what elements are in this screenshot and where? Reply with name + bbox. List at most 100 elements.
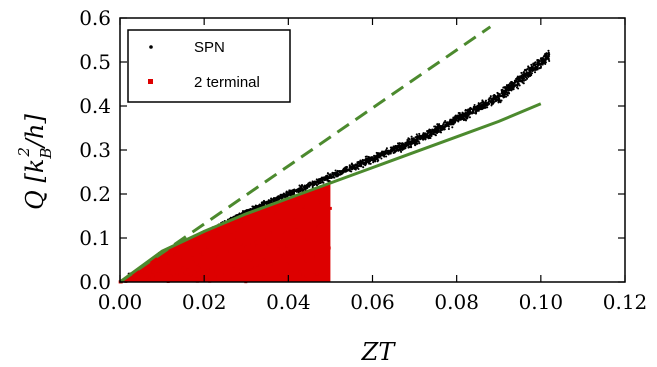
spn-point (515, 77, 518, 80)
spn-point (439, 129, 442, 132)
spn-point (407, 142, 410, 146)
spn-point (447, 127, 450, 131)
spn-point (300, 184, 303, 187)
two-terminal-point (291, 233, 295, 236)
spn-point (456, 116, 459, 119)
two-terminal-point (274, 212, 278, 216)
two-terminal-point (281, 230, 285, 234)
two-terminal-point (216, 275, 220, 278)
spn-point (420, 137, 423, 140)
spn-point (385, 155, 388, 158)
spn-point (377, 159, 380, 162)
two-terminal-point (262, 258, 266, 262)
spn-point (306, 186, 309, 189)
spn-point (497, 99, 500, 102)
spn-point (486, 106, 489, 109)
spn-point (486, 103, 490, 106)
two-terminal-point (165, 257, 169, 261)
two-terminal-point (206, 278, 210, 282)
two-terminal-point (206, 245, 210, 249)
two-terminal-point (308, 195, 312, 199)
spn-point (427, 130, 430, 133)
spn-point (456, 119, 459, 122)
spn-point (441, 124, 444, 127)
two-terminal-point (198, 250, 202, 254)
two-terminal-point (167, 261, 171, 265)
spn-point (509, 85, 512, 89)
spn-point (454, 120, 457, 123)
spn-point (434, 127, 438, 130)
spn-point (459, 115, 462, 118)
x-tick-label: 0.00 (98, 290, 143, 314)
spn-point (487, 101, 490, 105)
spn-point (496, 96, 499, 99)
legend-box (127, 29, 291, 103)
two-terminal-point (250, 242, 254, 246)
y-axis-title-tail: /h] (21, 114, 49, 150)
spn-point (544, 60, 547, 63)
spn-point (378, 154, 381, 157)
spn-point (348, 166, 351, 169)
two-terminal-point (318, 198, 322, 202)
spn-point (515, 86, 518, 89)
spn-point (261, 201, 264, 204)
two-terminal-point (269, 262, 273, 266)
spn-point (544, 54, 547, 57)
spn-point (298, 184, 301, 187)
spn-point (424, 136, 427, 139)
spn-point (395, 149, 398, 152)
spn-point (416, 135, 419, 138)
spn-point (526, 77, 529, 80)
two-terminal-point (170, 279, 174, 283)
two-terminal-point (246, 256, 250, 260)
spn-point (512, 81, 515, 84)
spn-point (507, 83, 510, 86)
two-terminal-point (315, 272, 319, 276)
spn-point (332, 171, 335, 175)
spn-point (384, 152, 387, 156)
spn-point (369, 162, 372, 165)
y-tick-label: 0.2 (79, 182, 111, 206)
two-terminal-point (197, 266, 201, 270)
two-terminal-point (213, 261, 217, 265)
two-terminal-point (287, 228, 291, 232)
spn-point (389, 151, 392, 155)
spn-point (322, 181, 325, 184)
spn-point (405, 143, 408, 146)
two-terminal-point (281, 274, 285, 278)
spn-point (466, 111, 469, 114)
spn-point (474, 110, 477, 113)
two-terminal-point (134, 271, 138, 275)
spn-point (534, 67, 537, 70)
spn-point (468, 113, 471, 116)
spn-point (273, 199, 276, 202)
dashed-bound-line (119, 25, 492, 284)
spn-point (265, 201, 268, 204)
spn-point (248, 208, 251, 211)
two-terminal-point (255, 263, 259, 267)
spn-point (511, 84, 514, 87)
spn-point (393, 147, 396, 150)
spn-point (451, 126, 454, 129)
two-terminal-point (232, 237, 236, 241)
spn-point (404, 147, 407, 150)
spn-point (336, 175, 339, 178)
spn-point (260, 204, 263, 207)
spn-point (375, 151, 378, 154)
two-terminal-point (303, 253, 307, 257)
spn-point (501, 95, 504, 98)
two-terminal-point (278, 219, 282, 223)
spn-point (518, 84, 521, 87)
spn-point (429, 133, 432, 136)
two-terminal-point (159, 272, 162, 276)
spn-point (495, 99, 498, 102)
two-terminal-point (189, 246, 193, 250)
two-terminal-point (216, 255, 220, 259)
spn-point (458, 118, 461, 121)
two-terminal-point (173, 247, 177, 251)
spn-point (354, 168, 357, 171)
two-terminal-point (132, 275, 136, 279)
spn-point (532, 63, 535, 66)
spn-point (268, 199, 271, 202)
spn-point (320, 179, 323, 182)
